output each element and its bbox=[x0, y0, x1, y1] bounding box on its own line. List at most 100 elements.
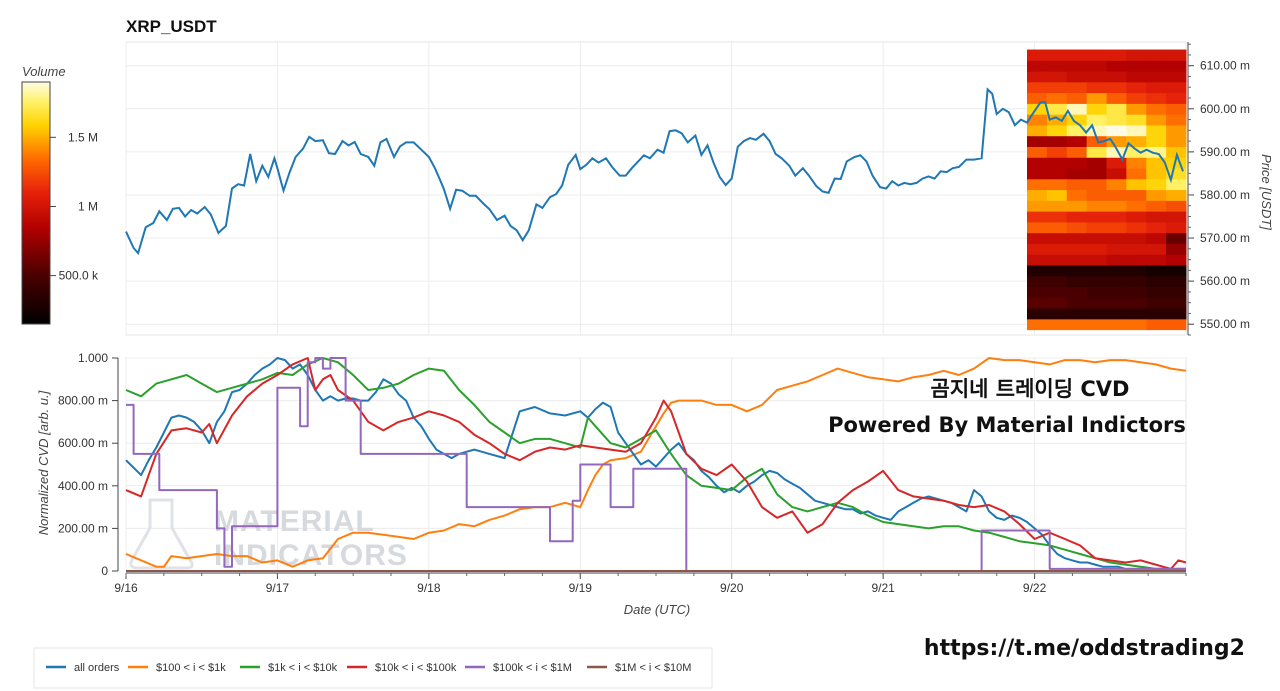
heatmap-cell bbox=[1066, 254, 1088, 266]
heatmap-cell bbox=[1146, 103, 1167, 115]
x-tick-label: 9/21 bbox=[871, 581, 895, 595]
heatmap-cell bbox=[1166, 60, 1187, 72]
heatmap-cell bbox=[1146, 200, 1167, 212]
heatmap-cell bbox=[1166, 103, 1187, 115]
heatmap-cell bbox=[1146, 71, 1167, 83]
heatmap-cell bbox=[1106, 211, 1127, 223]
heatmap-cell bbox=[1146, 168, 1167, 180]
heatmap-cell bbox=[1126, 157, 1147, 169]
heatmap-cell bbox=[1027, 92, 1048, 104]
legend-label: $1k < i < $10k bbox=[268, 662, 338, 674]
heatmap-cell bbox=[1106, 178, 1127, 191]
heatmap-cell bbox=[1086, 81, 1107, 94]
heatmap-cell bbox=[1166, 146, 1187, 158]
cvd-y-tick-label: 800.00 m bbox=[58, 394, 108, 408]
heatmap-cell bbox=[1066, 168, 1088, 180]
cvd-axes: 0 200.00 m 400.00 m 600.00 m 800.00 m 1.000 9/… bbox=[58, 351, 1187, 595]
price-tick-label: 560.00 m bbox=[1200, 274, 1250, 288]
cvd-axis-label: Normalized CVD [arb. u.] bbox=[36, 390, 51, 535]
heatmap-cell bbox=[1106, 318, 1127, 331]
colorbar-ticks: 1.5 M 1 M 500.0 k bbox=[50, 130, 99, 283]
legend-label: all orders bbox=[74, 662, 120, 674]
heatmap-cell bbox=[1106, 60, 1127, 72]
chart-title: XRP_USDT bbox=[126, 17, 217, 36]
heatmap-cell bbox=[1106, 71, 1127, 83]
heatmap-cell bbox=[1027, 60, 1048, 72]
heatmap-cell bbox=[1146, 264, 1167, 277]
heatmap-cell bbox=[1126, 178, 1147, 191]
heatmap-cell bbox=[1066, 243, 1088, 255]
heatmap-cell bbox=[1046, 264, 1068, 277]
overlay-subtitle: Powered By Material Indictors bbox=[828, 413, 1186, 437]
price-tick-label: 580.00 m bbox=[1200, 188, 1250, 202]
heatmap-cell bbox=[1086, 243, 1107, 255]
heatmap-cell bbox=[1066, 81, 1088, 94]
heatmap-cell bbox=[1106, 297, 1127, 309]
heatmap-cell bbox=[1027, 135, 1048, 147]
heatmap-cell bbox=[1166, 124, 1187, 137]
heatmap-cell bbox=[1126, 71, 1147, 83]
heatmap-cell bbox=[1046, 49, 1068, 61]
heatmap-cell bbox=[1146, 81, 1167, 94]
heatmap-cell bbox=[1126, 103, 1147, 115]
flask-icon bbox=[129, 498, 194, 570]
heatmap-cell bbox=[1066, 135, 1088, 147]
heatmap-cell bbox=[1126, 264, 1147, 277]
heatmap-cell bbox=[1106, 135, 1127, 147]
x-tick-label: 9/20 bbox=[720, 581, 744, 595]
price-tick-label: 570.00 m bbox=[1200, 231, 1250, 245]
heatmap-cell bbox=[1126, 124, 1147, 137]
heatmap-cell bbox=[1046, 211, 1068, 223]
heatmap-cell bbox=[1027, 264, 1048, 277]
heatmap-cell bbox=[1126, 232, 1147, 244]
heatmap-cell bbox=[1086, 275, 1107, 288]
heatmap-cell bbox=[1146, 318, 1167, 331]
heatmap-cell bbox=[1046, 297, 1068, 309]
heatmap-cell bbox=[1046, 135, 1068, 147]
cvd-series bbox=[125, 357, 1187, 572]
price-tick-label: 590.00 m bbox=[1200, 145, 1250, 159]
overlay-title: 곰지네 트레이딩 CVD bbox=[931, 377, 1130, 401]
heatmap-cell bbox=[1086, 200, 1107, 212]
volume-heatmap bbox=[1027, 49, 1187, 331]
heatmap-cell bbox=[1027, 103, 1048, 115]
heatmap-cell bbox=[1146, 157, 1167, 169]
heatmap-cell bbox=[1046, 221, 1068, 234]
price-tick-label: 550.00 m bbox=[1200, 317, 1250, 331]
heatmap-cell bbox=[1106, 308, 1127, 320]
heatmap-cell bbox=[1086, 60, 1107, 72]
heatmap-cell bbox=[1086, 168, 1107, 180]
x-tick-label: 9/17 bbox=[266, 581, 290, 595]
heatmap-cell bbox=[1066, 124, 1088, 137]
heatmap-cell bbox=[1106, 286, 1127, 298]
heatmap-cell bbox=[1106, 114, 1127, 126]
heatmap-cell bbox=[1027, 221, 1048, 234]
cvd-line-3 bbox=[125, 357, 1187, 570]
heatmap-cell bbox=[1066, 275, 1088, 288]
heatmap-cell bbox=[1027, 254, 1048, 266]
heatmap-cell bbox=[1046, 146, 1068, 158]
heatmap-cell bbox=[1146, 275, 1167, 288]
heatmap-cell bbox=[1027, 211, 1048, 223]
heatmap-cell bbox=[1027, 168, 1048, 180]
heatmap-cell bbox=[1027, 318, 1048, 331]
heatmap-cell bbox=[1146, 211, 1167, 223]
heatmap-cell bbox=[1086, 264, 1107, 277]
heatmap-cell bbox=[1086, 297, 1107, 309]
price-grid bbox=[125, 41, 1187, 336]
cvd-y-tick-label: 1.000 bbox=[78, 351, 108, 365]
heatmap-cell bbox=[1046, 114, 1068, 126]
heatmap-cell bbox=[1146, 49, 1167, 61]
heatmap-cell bbox=[1106, 275, 1127, 288]
footer-link[interactable]: https://t.me/oddstrading2 bbox=[924, 636, 1245, 661]
heatmap-cell bbox=[1066, 264, 1088, 277]
heatmap-cell bbox=[1027, 232, 1048, 244]
heatmap-cell bbox=[1027, 81, 1048, 94]
heatmap-cell bbox=[1046, 318, 1068, 331]
heatmap-cell bbox=[1086, 157, 1107, 169]
x-axis-label: Date (UTC) bbox=[624, 602, 690, 617]
price-tick-label: 600.00 m bbox=[1200, 102, 1250, 116]
heatmap-cell bbox=[1027, 308, 1048, 320]
heatmap-cell bbox=[1046, 60, 1068, 72]
